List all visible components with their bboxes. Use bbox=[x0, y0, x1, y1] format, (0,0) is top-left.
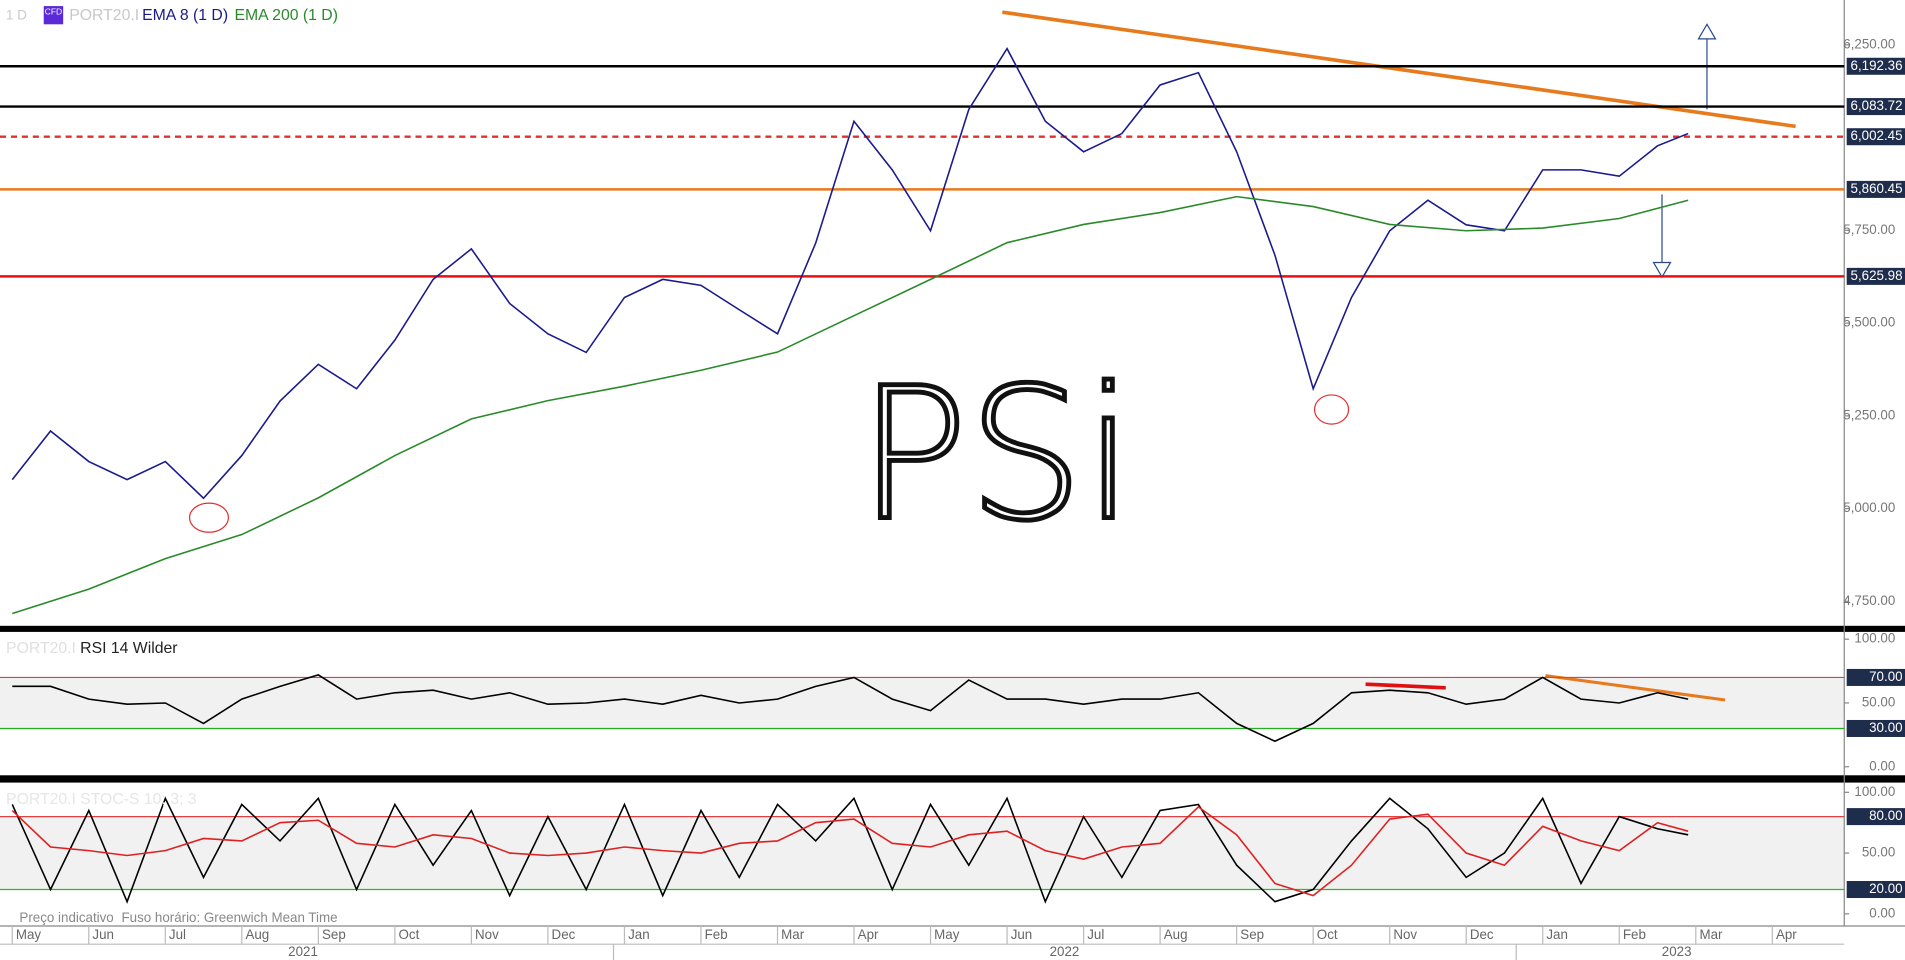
y-tick-label: 5,750.00 bbox=[1843, 222, 1895, 237]
x-tick-label: Apr bbox=[858, 927, 879, 942]
level-label-box bbox=[1846, 128, 1905, 146]
y-tick-label: 5,500.00 bbox=[1843, 315, 1895, 330]
cfd-icon-label: CFD bbox=[45, 6, 62, 16]
panel-separator bbox=[0, 625, 1905, 632]
cfd-icon bbox=[43, 6, 64, 25]
arrow-head bbox=[1652, 261, 1672, 279]
x-tick-label: Feb bbox=[1623, 927, 1646, 942]
x-tick-label: Aug bbox=[1164, 927, 1188, 942]
level-label-box bbox=[1846, 719, 1905, 737]
x-tick-label: Jul bbox=[1087, 927, 1104, 942]
y-tick-label: 50.00 bbox=[1862, 694, 1895, 709]
level-label-box bbox=[1846, 668, 1905, 686]
x-tick-label: Oct bbox=[399, 927, 420, 942]
y-tick-label: 5,250.00 bbox=[1843, 407, 1895, 422]
y-tick-label: 50.00 bbox=[1862, 845, 1895, 860]
level-label: 30.00 bbox=[1869, 720, 1902, 735]
timeframe: 1 D bbox=[6, 7, 27, 22]
y-tick-label: 6,250.00 bbox=[1843, 36, 1895, 51]
series-line bbox=[11, 805, 1689, 897]
level-label-box bbox=[1846, 98, 1905, 116]
level-label-box bbox=[1846, 180, 1905, 198]
symbol: PORT20.I bbox=[69, 7, 139, 24]
y-tick-label: 0.00 bbox=[1869, 758, 1895, 773]
symbol: PORT20.I bbox=[6, 791, 76, 808]
x-tick-label: Dec bbox=[1470, 927, 1494, 942]
band bbox=[0, 816, 1845, 890]
y-tick-label: 4,750.00 bbox=[1843, 593, 1895, 608]
x-tick-label: Mar bbox=[781, 927, 805, 942]
x-tick-label: May bbox=[16, 927, 42, 942]
series-line bbox=[12, 195, 1689, 615]
level-label: 6,002.45 bbox=[1851, 128, 1903, 143]
level-label: 5,860.45 bbox=[1851, 181, 1903, 196]
y-tick-label: 100.00 bbox=[1854, 631, 1895, 646]
footer-note: Fuso horário: Greenwich Mean Time bbox=[121, 910, 337, 925]
level-label-box bbox=[1846, 881, 1905, 899]
handwritten-annotation: PSi bbox=[858, 349, 1134, 561]
x-tick-label: Aug bbox=[245, 927, 269, 942]
x-tick-label: Oct bbox=[1317, 927, 1338, 942]
circle-annotation bbox=[188, 502, 230, 533]
level-label: 6,083.72 bbox=[1851, 98, 1903, 113]
level-label: 20.00 bbox=[1869, 881, 1902, 896]
y-tick-label: 100.00 bbox=[1854, 784, 1895, 799]
x-tick-label: Nov bbox=[1393, 927, 1417, 942]
x-tick-label: Sep bbox=[1240, 927, 1264, 942]
x-tick-label: Jul bbox=[169, 927, 186, 942]
x-tick-label: May bbox=[934, 927, 960, 942]
band bbox=[0, 677, 1845, 729]
trendline bbox=[1365, 682, 1446, 690]
level-label-box bbox=[1846, 267, 1905, 285]
x-tick-label: Jan bbox=[1546, 927, 1568, 942]
series-line bbox=[11, 796, 1689, 904]
legend-entry: EMA 8 (1 D) bbox=[142, 7, 228, 24]
legend-entry: EMA 200 (1 D) bbox=[234, 7, 337, 24]
symbol: PORT20.I bbox=[6, 640, 76, 657]
level-label: 6,192.36 bbox=[1851, 58, 1903, 73]
year-label: 2023 bbox=[1662, 944, 1692, 959]
panel-title: STOC-S 10; 3; 3 bbox=[80, 791, 197, 808]
x-tick-label: Apr bbox=[1776, 927, 1797, 942]
panel-separator bbox=[0, 775, 1905, 783]
x-tick-label: Nov bbox=[475, 927, 499, 942]
x-tick-label: Mar bbox=[1699, 927, 1723, 942]
x-tick-label: Sep bbox=[322, 927, 346, 942]
y-tick-label: 5,000.00 bbox=[1843, 500, 1895, 515]
series-line bbox=[11, 47, 1689, 500]
x-tick-label: Jan bbox=[628, 927, 650, 942]
level-label: 80.00 bbox=[1869, 808, 1902, 823]
level-label: 70.00 bbox=[1869, 669, 1902, 684]
y-tick-label: 0.00 bbox=[1869, 905, 1895, 920]
level-label: 5,625.98 bbox=[1851, 268, 1903, 283]
series-line bbox=[12, 674, 1689, 743]
footer-note: Preço indicativo bbox=[19, 910, 113, 925]
year-label: 2021 bbox=[288, 944, 318, 959]
x-tick-label: Jun bbox=[92, 927, 114, 942]
level-label-box bbox=[1846, 808, 1905, 826]
level-label-box bbox=[1846, 57, 1905, 75]
x-tick-label: Jun bbox=[1011, 927, 1033, 942]
year-label: 2022 bbox=[1050, 944, 1080, 959]
x-tick-label: Feb bbox=[705, 927, 728, 942]
circle-annotation bbox=[1313, 394, 1350, 425]
arrow-head bbox=[1697, 23, 1717, 40]
panel-title: RSI 14 Wilder bbox=[80, 640, 177, 657]
x-tick-label: Dec bbox=[552, 927, 576, 942]
trendline bbox=[1545, 674, 1726, 702]
